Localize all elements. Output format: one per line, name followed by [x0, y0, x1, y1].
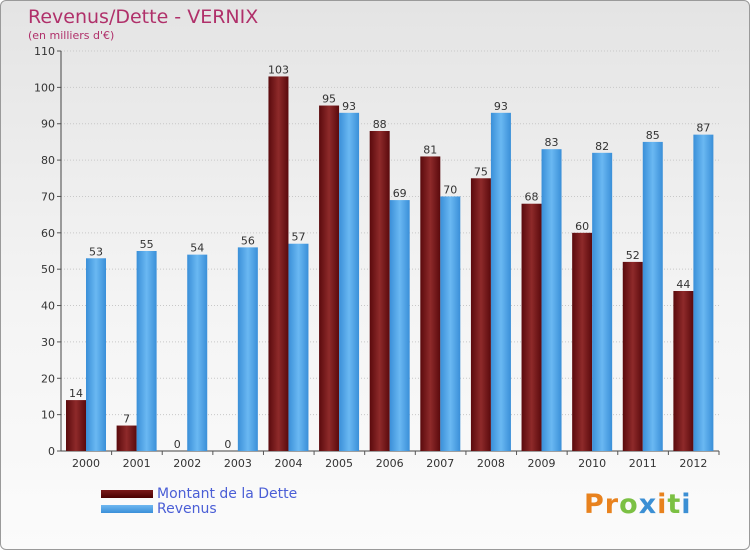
y-tick-label: 90 — [41, 118, 55, 131]
logo-letter: i — [681, 489, 692, 520]
x-tick-label: 2010 — [578, 457, 606, 470]
bar-revenus — [389, 200, 410, 451]
y-tick-label: 100 — [34, 81, 55, 94]
data-label: 60 — [575, 220, 589, 233]
data-label: 0 — [224, 438, 231, 451]
x-tick-label: 2000 — [72, 457, 100, 470]
logo-letter: t — [667, 489, 682, 520]
x-tick-label: 2009 — [528, 457, 556, 470]
data-label: 14 — [69, 387, 83, 400]
bar-revenus — [187, 254, 208, 451]
bar-dette — [521, 203, 542, 451]
data-label: 81 — [423, 143, 437, 156]
bar-dette — [116, 425, 137, 451]
data-label: 55 — [140, 238, 154, 251]
y-tick-label: 10 — [41, 409, 55, 422]
y-tick-label: 70 — [41, 190, 55, 203]
bar-dette — [319, 105, 340, 451]
x-tick-label: 2004 — [274, 457, 302, 470]
x-tick-label: 2003 — [224, 457, 252, 470]
bar-revenus — [86, 258, 106, 451]
bar-revenus — [490, 112, 511, 452]
bar-revenus — [339, 112, 360, 452]
data-label: 7 — [123, 413, 130, 426]
x-tick-label: 2011 — [629, 457, 657, 470]
legend-label-debt: Montant de la Dette — [157, 486, 298, 502]
data-label: 53 — [89, 245, 103, 258]
bar-dette — [470, 178, 491, 452]
data-label: 44 — [676, 278, 690, 291]
y-tick-label: 0 — [48, 445, 55, 458]
data-label: 85 — [646, 129, 660, 142]
y-tick-label: 40 — [41, 300, 55, 313]
data-label: 82 — [595, 140, 609, 153]
logo-letter: o — [619, 489, 639, 520]
bar-revenus — [136, 251, 157, 451]
bar-revenus — [693, 134, 714, 452]
data-label: 93 — [342, 100, 356, 113]
proxiti-logo: Proxiti — [584, 489, 692, 520]
y-tick-label: 50 — [41, 263, 55, 276]
bar-revenus — [237, 247, 258, 451]
bar-revenus — [541, 149, 562, 451]
y-tick-label: 30 — [41, 336, 55, 349]
data-label: 95 — [322, 93, 336, 106]
data-label: 0 — [174, 438, 181, 451]
data-label: 57 — [291, 231, 305, 244]
data-label: 83 — [545, 136, 559, 149]
x-tick-label: 2006 — [376, 457, 404, 470]
x-tick-label: 2002 — [173, 457, 201, 470]
chart-title: Revenus/Dette - VERNIX — [28, 6, 259, 28]
x-tick-label: 2008 — [477, 457, 505, 470]
bar-dette — [420, 156, 441, 452]
bar-dette — [66, 400, 86, 451]
data-label: 75 — [474, 165, 488, 178]
y-tick-label: 110 — [34, 45, 55, 58]
bar-dette — [622, 261, 643, 451]
data-label: 52 — [626, 249, 640, 262]
y-tick-label: 60 — [41, 227, 55, 240]
bar-dette — [572, 232, 593, 451]
data-label: 93 — [494, 100, 508, 113]
bar-dette — [268, 76, 289, 452]
chart-subtitle: (en milliers d'€) — [28, 29, 115, 42]
bar-dette — [369, 131, 390, 451]
x-tick-label: 2012 — [679, 457, 707, 470]
data-label: 70 — [443, 183, 457, 196]
data-label: 68 — [525, 191, 539, 204]
data-label: 69 — [393, 187, 407, 200]
bar-dette — [673, 291, 694, 451]
x-tick-label: 2001 — [123, 457, 151, 470]
x-tick-label: 2007 — [426, 457, 454, 470]
logo-letter: r — [604, 489, 620, 520]
data-label: 87 — [696, 122, 710, 135]
legend-label-revenus: Revenus — [157, 501, 217, 517]
logo-letter: P — [584, 489, 605, 520]
legend-swatch-debt — [101, 490, 153, 498]
data-label: 54 — [190, 242, 204, 255]
bar-revenus — [288, 243, 309, 451]
data-label: 103 — [268, 63, 289, 76]
y-tick-label: 20 — [41, 372, 55, 385]
data-label: 56 — [241, 234, 255, 247]
bar-revenus — [592, 152, 613, 451]
y-tick-label: 80 — [41, 154, 55, 167]
logo-letter: x — [638, 489, 658, 520]
x-tick-label: 2005 — [325, 457, 353, 470]
bar-revenus — [440, 196, 461, 451]
bar-revenus — [642, 141, 663, 451]
logo-letter: i — [657, 489, 668, 520]
legend-swatch-revenus — [101, 505, 153, 513]
data-label: 88 — [373, 118, 387, 131]
